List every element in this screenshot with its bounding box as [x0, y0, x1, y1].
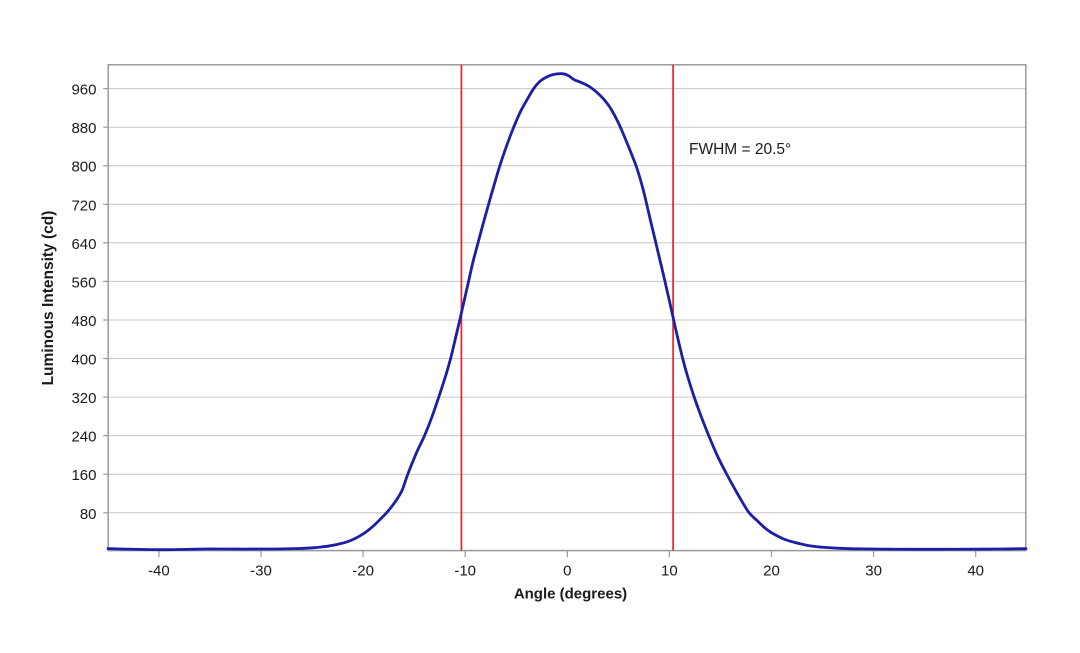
svg-text:320: 320 [71, 390, 96, 407]
svg-text:-10: -10 [454, 563, 476, 580]
svg-text:160: 160 [71, 467, 96, 484]
svg-text:960: 960 [71, 82, 96, 99]
svg-text:400: 400 [71, 352, 96, 369]
svg-text:-20: -20 [352, 563, 374, 580]
svg-text:0: 0 [563, 563, 571, 580]
svg-text:640: 640 [71, 236, 96, 253]
svg-text:-30: -30 [250, 563, 272, 580]
svg-text:30: 30 [865, 563, 882, 580]
svg-text:10: 10 [661, 563, 678, 580]
svg-text:480: 480 [71, 313, 96, 330]
svg-text:560: 560 [71, 274, 96, 291]
svg-text:-40: -40 [148, 563, 170, 580]
svg-text:800: 800 [71, 159, 96, 176]
svg-text:80: 80 [80, 506, 97, 523]
svg-text:240: 240 [71, 429, 96, 446]
svg-text:880: 880 [71, 120, 96, 137]
svg-text:Luminous Intensity (cd): Luminous Intensity (cd) [40, 211, 57, 386]
svg-text:720: 720 [71, 197, 96, 214]
svg-text:20: 20 [763, 563, 780, 580]
svg-text:40: 40 [967, 563, 984, 580]
svg-text:Angle (degrees): Angle (degrees) [514, 586, 627, 603]
svg-text:FWHM = 20.5°: FWHM = 20.5° [689, 141, 791, 158]
